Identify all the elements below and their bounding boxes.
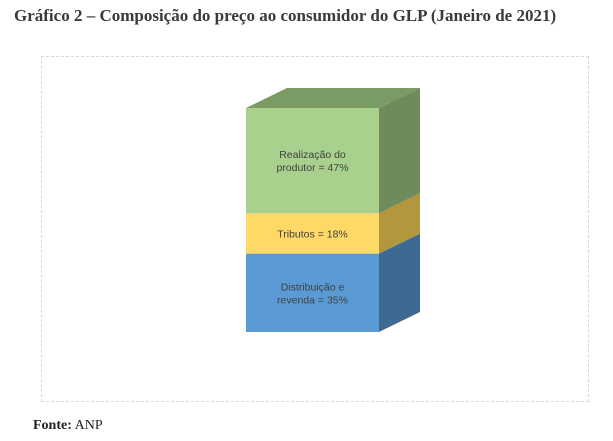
bar-front-distribuicao-e-revenda bbox=[246, 253, 379, 332]
bar-front-tributos bbox=[246, 213, 379, 254]
chart-area bbox=[41, 56, 589, 402]
bar-side-tributos bbox=[379, 193, 420, 254]
bar-side-distribuicao-e-revenda bbox=[379, 233, 420, 332]
source-value: ANP bbox=[74, 418, 103, 433]
bar-side-realizacao-do-produtor bbox=[379, 88, 420, 214]
bar-front-realizacao-do-produtor bbox=[246, 108, 379, 214]
source-label: Fonte: bbox=[33, 418, 72, 433]
chart-title: Gráfico 2 – Composição do preço ao consu… bbox=[14, 6, 557, 25]
data-label-distribuicao-e-revenda: Distribuição e revenda = 35% bbox=[277, 281, 348, 306]
data-label-tributos: Tributos = 18% bbox=[277, 228, 348, 240]
data-label-realizacao-do-produtor: Realização do produtor = 47% bbox=[276, 149, 348, 174]
bar-top-realizacao-do-produtor bbox=[246, 88, 420, 108]
source-note: Fonte: ANP bbox=[33, 418, 103, 434]
